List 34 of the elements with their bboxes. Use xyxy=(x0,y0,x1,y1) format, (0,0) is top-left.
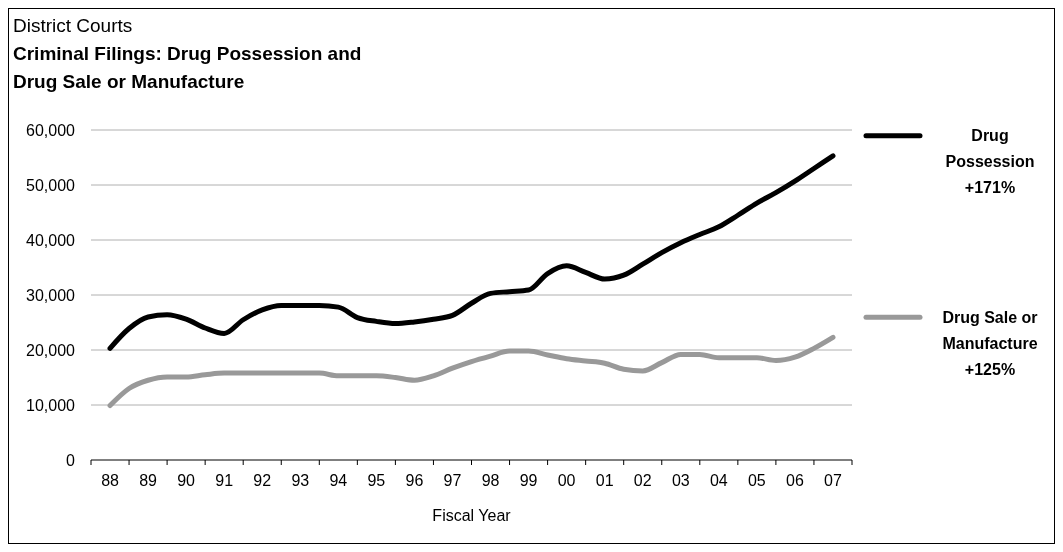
x-tick-label: 99 xyxy=(519,472,538,489)
x-tick-label: 98 xyxy=(481,472,500,489)
x-tick-label: 88 xyxy=(101,472,120,489)
y-tick-label: 0 xyxy=(66,451,76,469)
x-tick-label: 07 xyxy=(824,472,842,489)
chart-subtitle: Criminal Filings: Drug Possession and Drug Sale or Manufacture xyxy=(13,43,362,92)
x-tick-label: 01 xyxy=(595,472,614,489)
x-tick-label: 90 xyxy=(177,472,196,489)
x-tick-label: 00 xyxy=(557,472,576,489)
x-tick-label: 06 xyxy=(786,472,804,489)
y-tick-label: 20,000 xyxy=(26,341,76,359)
x-tick-label: 97 xyxy=(443,472,462,489)
x-tick-label: 04 xyxy=(709,472,728,489)
x-axis-title: Fiscal Year xyxy=(432,507,512,524)
chart-title: District Courts xyxy=(13,15,133,36)
text: Drug Possession xyxy=(945,127,1035,171)
x-tick-label: 89 xyxy=(139,472,158,489)
x-tick-label: 96 xyxy=(405,472,424,489)
x-tick-label: 93 xyxy=(291,472,310,489)
y-tick-label: 10,000 xyxy=(26,396,76,414)
x-tick-label: 94 xyxy=(329,472,348,489)
text: +125% xyxy=(964,360,1016,378)
x-tick-label: 05 xyxy=(747,472,766,489)
x-tick-label: 95 xyxy=(367,472,386,489)
x-tick-label: 91 xyxy=(215,472,234,489)
y-tick-label: 40,000 xyxy=(26,231,76,249)
x-tick-label: 03 xyxy=(671,472,690,489)
y-tick-label: 50,000 xyxy=(26,176,76,194)
y-tick-label: 60,000 xyxy=(26,121,76,139)
x-tick-label: 92 xyxy=(253,472,272,489)
x-tick-label: 02 xyxy=(633,472,652,489)
legend-label: Drug Sale or Manufacture xyxy=(942,308,1038,352)
text: +171% xyxy=(964,179,1016,197)
y-tick-label: 30,000 xyxy=(26,286,76,304)
